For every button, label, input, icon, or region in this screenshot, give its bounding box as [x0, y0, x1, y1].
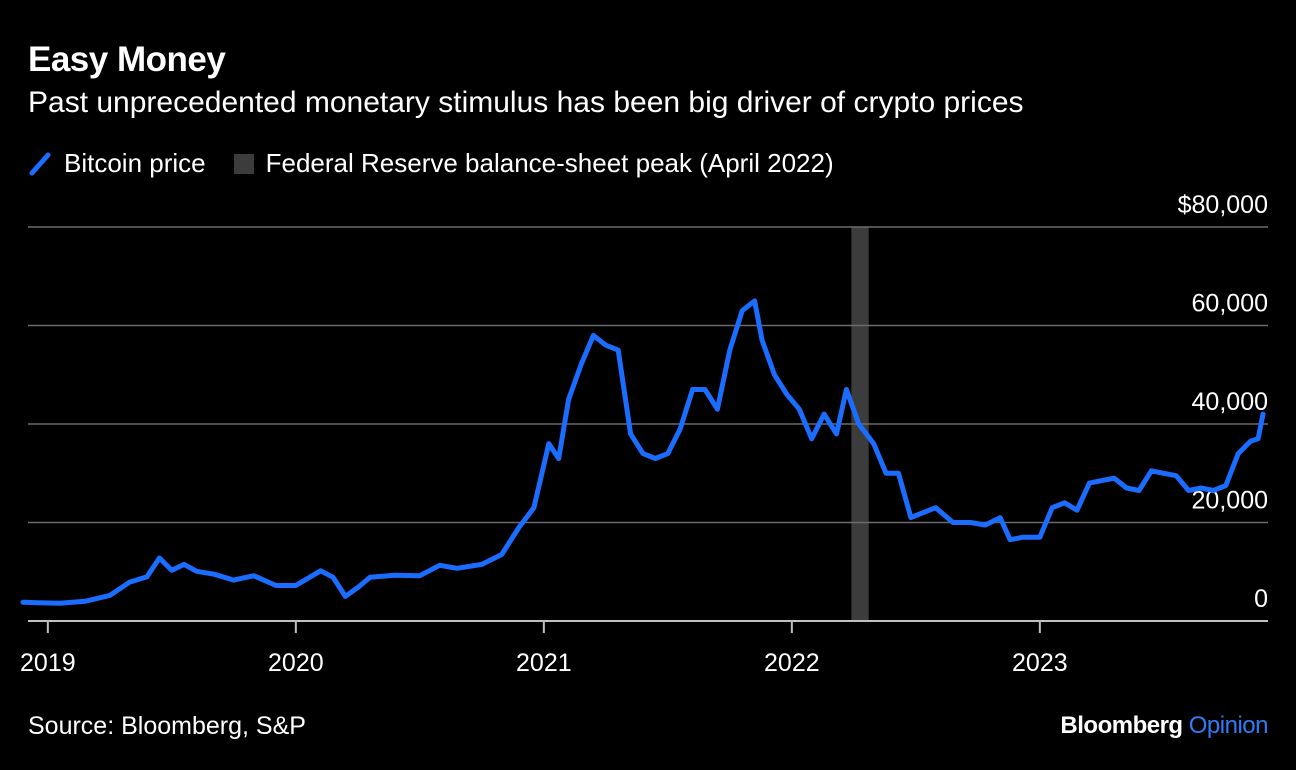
chart-title: Easy Money	[28, 40, 226, 79]
legend-item-band: Federal Reserve balance-sheet peak (Apri…	[232, 148, 834, 179]
line-swatch-icon	[29, 152, 51, 175]
y-tick-label: 40,000	[1192, 388, 1268, 416]
y-tick-label: $80,000	[1178, 191, 1268, 219]
legend-item-bitcoin: Bitcoin price	[28, 148, 206, 179]
legend-label-bitcoin: Bitcoin price	[64, 148, 206, 178]
x-tick-label: 2022	[764, 649, 820, 677]
brand-logo: Bloomberg Opinion	[1060, 712, 1268, 740]
legend-label-band: Federal Reserve balance-sheet peak (Apri…	[265, 148, 834, 178]
band-swatch-icon	[233, 153, 254, 174]
chart-subtitle: Past unprecedented monetary stimulus has…	[28, 86, 1024, 119]
brand-name: Bloomberg	[1060, 712, 1183, 739]
y-tick-label: 0	[1254, 585, 1268, 613]
source-note: Source: Bloomberg, S&P	[28, 712, 306, 740]
x-tick-label: 2019	[20, 649, 76, 677]
series-line-bitcoin-price	[20, 298, 1266, 606]
x-tick-label: 2023	[1012, 649, 1068, 677]
x-tick-label: 2020	[268, 649, 324, 677]
legend: Bitcoin price Federal Reserve balance-sh…	[28, 148, 860, 179]
x-tick-label: 2021	[516, 649, 572, 677]
y-tick-label: 60,000	[1192, 290, 1268, 318]
brand-section: Opinion	[1188, 712, 1269, 739]
